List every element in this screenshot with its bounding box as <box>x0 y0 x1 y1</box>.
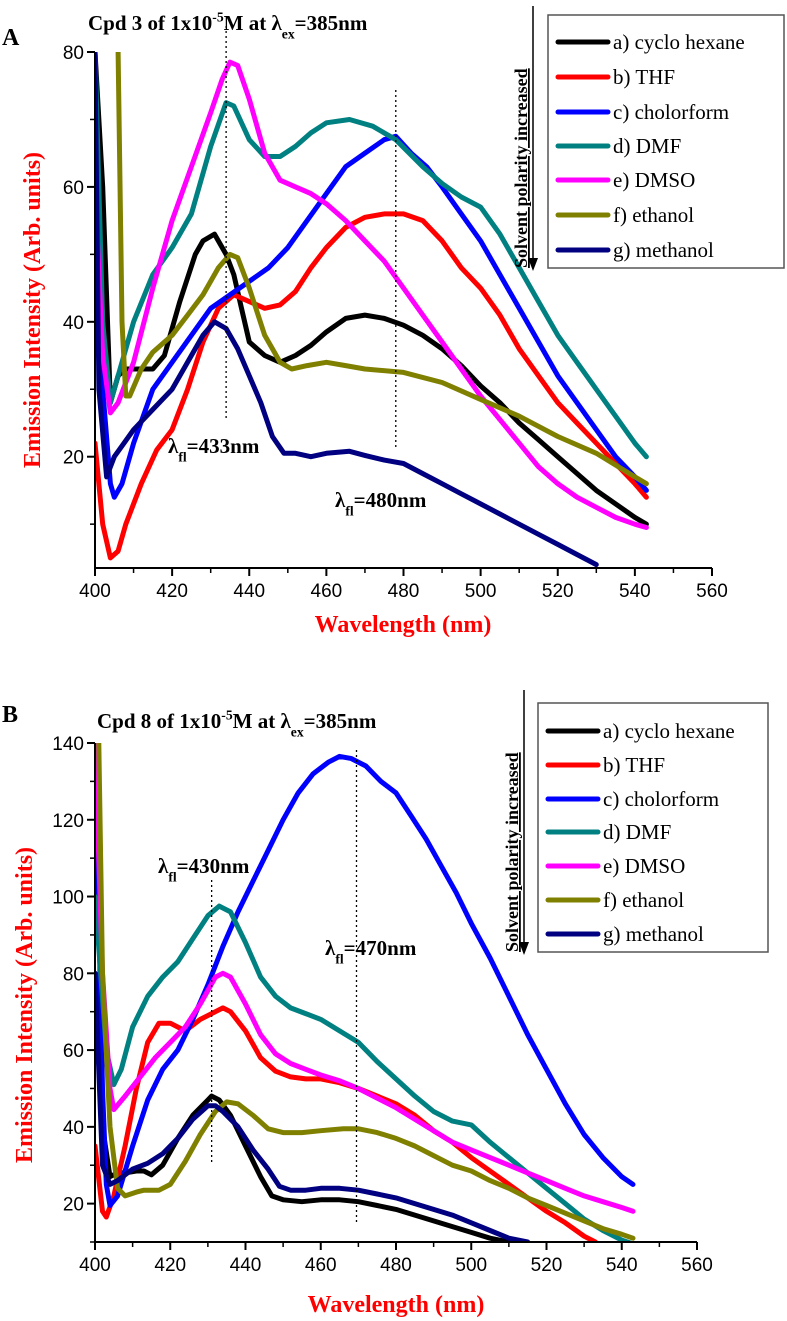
text-part-pre: λ <box>158 854 169 878</box>
x-tick-label: 400 <box>79 1255 111 1276</box>
legend-label: a) cyclo hexane <box>613 30 745 54</box>
panel-label: B <box>2 702 18 728</box>
x-axis-title: Wavelength (nm) <box>308 1292 485 1318</box>
legend-label: f) ethanol <box>603 888 684 912</box>
y-tick-label: 80 <box>63 964 84 985</box>
y-tick-label: 20 <box>63 1195 84 1216</box>
text-part-post: =385nm <box>304 709 377 733</box>
text-part-post: =385nm <box>295 11 368 35</box>
text-part-mid: M at λ <box>233 709 292 733</box>
legend-label: g) methanol <box>613 238 714 262</box>
x-tick-label: 520 <box>531 1255 563 1276</box>
panel-label: A <box>2 25 20 51</box>
series-line-5 <box>96 743 636 1241</box>
legend-label: a) cyclo hexane <box>603 719 735 743</box>
text-part-post: =430nm <box>177 854 250 878</box>
y-axis-title: Emission Intensity (Arb. units) <box>20 152 46 468</box>
legend-label: d) DMF <box>603 820 671 844</box>
x-tick-label: 480 <box>380 1255 412 1276</box>
y-tick-label: 40 <box>63 1118 84 1139</box>
x-tick-label: 520 <box>542 581 574 602</box>
y-tick-label: 100 <box>52 888 84 909</box>
legend-label: c) cholorform <box>613 100 729 124</box>
series-line-6 <box>95 970 531 1242</box>
peak-annotation: λfl=433nm <box>168 434 260 464</box>
legend-box <box>547 14 785 269</box>
chart-panel-b: B Cpd 8 of 1x10-5M at λex=385nmλfl=430nmλ… <box>2 690 769 1318</box>
y-tick-label: 40 <box>63 313 84 334</box>
peak-annotation: λfl=430nm <box>158 854 250 884</box>
legend: a) cyclo hexane b) THF c) cholorform d) DMF… <box>537 702 769 953</box>
text-part-sup: -5 <box>221 708 233 723</box>
legend-label: c) cholorform <box>603 787 719 811</box>
x-tick-label: 540 <box>606 1255 638 1276</box>
series-line-1 <box>95 1005 598 1242</box>
legend-label: d) DMF <box>613 134 681 158</box>
x-tick-label: 440 <box>230 1255 262 1276</box>
text-part-sub: fl <box>168 869 177 884</box>
legend-box <box>537 702 769 953</box>
text-part-pre: Cpd 3 of 1x10 <box>88 11 212 35</box>
peak-annotation: λfl=480nm <box>335 488 427 518</box>
text-part-pre: λ <box>335 488 346 512</box>
text-part-pre: λ <box>325 936 336 960</box>
legend-label: b) THF <box>613 65 675 89</box>
chart-title: Cpd 8 of 1x10-5M at λex=385nm <box>97 708 377 740</box>
y-tick-label: 60 <box>63 178 84 199</box>
x-tick-label: 460 <box>311 581 343 602</box>
x-axis-title: Wavelength (nm) <box>315 612 492 638</box>
chart-title: Cpd 3 of 1x10-5M at λex=385nm <box>88 10 368 42</box>
series-line-0 <box>95 52 649 527</box>
y-tick-label: 120 <box>52 811 84 832</box>
text-part-sub: fl <box>335 951 344 966</box>
x-tick-label: 440 <box>233 581 265 602</box>
series-line-2 <box>95 743 636 1208</box>
series-line-4 <box>95 743 636 1214</box>
x-tick-label: 560 <box>681 1255 713 1276</box>
x-tick-label: 500 <box>465 581 497 602</box>
text-part-pre: Cpd 8 of 1x10 <box>97 709 221 733</box>
series-line-1 <box>95 211 649 561</box>
legend-label: f) ethanol <box>613 203 694 227</box>
text-part-post: =480nm <box>354 488 427 512</box>
y-tick-label: 80 <box>63 43 84 64</box>
y-tick-label: 20 <box>63 448 84 469</box>
legend-label: b) THF <box>603 753 665 777</box>
text-part-mid: M at λ <box>224 11 283 35</box>
series-line-6 <box>95 52 599 568</box>
text-part-post: =470nm <box>344 936 417 960</box>
peak-annotation: λfl=470nm <box>325 936 417 966</box>
legend-label: e) DMSO <box>613 168 695 192</box>
arrow-head-icon <box>528 258 538 271</box>
y-axis-title: Emission Intensity (Arb. units) <box>12 847 38 1163</box>
x-tick-label: 480 <box>388 581 420 602</box>
series-line-5 <box>115 52 649 487</box>
solvent-polarity-note: Solvent polarity increased <box>511 68 531 268</box>
series-line-4 <box>95 59 649 530</box>
text-part-pre: λ <box>168 434 179 458</box>
x-tick-label: 500 <box>455 1255 487 1276</box>
text-part-post: =433nm <box>187 434 260 458</box>
legend: a) cyclo hexane b) THF c) cholorform d) DMF… <box>547 14 785 269</box>
legend-label: e) DMSO <box>603 854 685 878</box>
text-part-sup: -5 <box>212 10 224 25</box>
text-part-sub: ex <box>291 724 304 739</box>
text-part-sub: ex <box>282 26 295 41</box>
text-part-sub: fl <box>178 449 187 464</box>
x-tick-label: 400 <box>79 581 111 602</box>
solvent-polarity-note: Solvent polarity increased <box>502 752 522 952</box>
x-tick-label: 420 <box>154 1255 186 1276</box>
series-line-0 <box>95 970 512 1242</box>
x-tick-label: 540 <box>619 581 651 602</box>
x-tick-label: 460 <box>305 1255 337 1276</box>
text-part-sub: fl <box>345 503 354 518</box>
x-tick-label: 560 <box>696 581 728 602</box>
legend-label: g) methanol <box>603 922 704 946</box>
y-tick-label: 140 <box>52 734 84 755</box>
arrow-head-icon <box>519 942 529 955</box>
x-tick-label: 420 <box>156 581 188 602</box>
y-tick-label: 60 <box>63 1041 84 1062</box>
